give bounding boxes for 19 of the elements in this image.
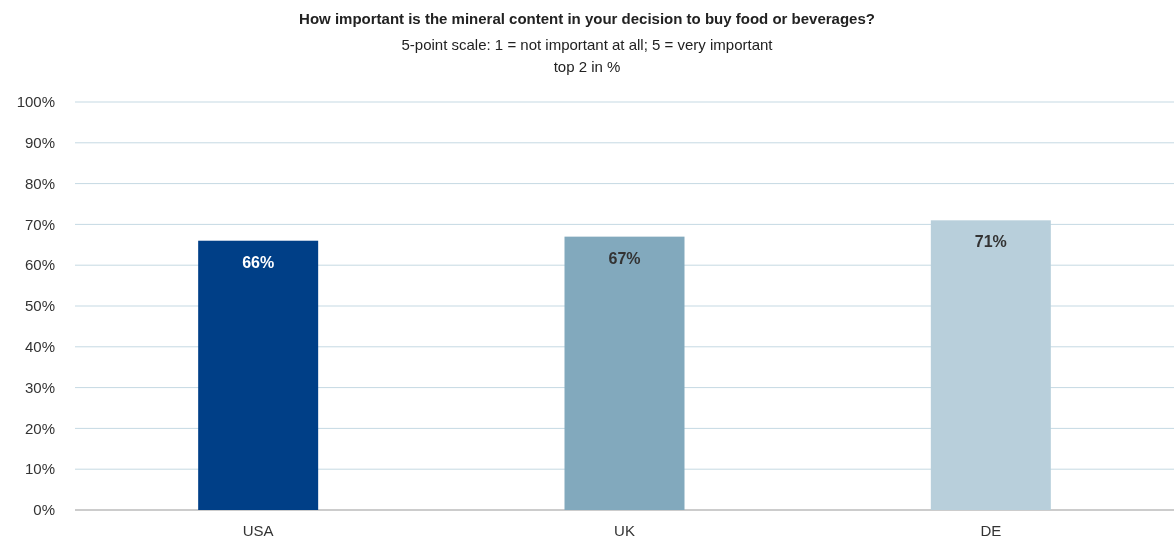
y-tick-label: 90%: [24, 134, 55, 152]
x-tick-label: DE: [980, 522, 1002, 539]
data-label: 71%: [974, 233, 1007, 251]
data-label: 67%: [608, 249, 641, 267]
y-tick-label: 10%: [24, 460, 55, 478]
y-tick-label: 20%: [24, 419, 55, 437]
x-tick-label: USA: [242, 522, 274, 539]
x-tick-label: UK: [614, 522, 635, 539]
data-label: 66%: [242, 253, 275, 271]
y-tick-label: 70%: [24, 215, 55, 233]
y-tick-label: 80%: [24, 174, 55, 192]
chart-subtitle: 5-point scale: 1 = not important at all; 5 = very important top 2 in %: [401, 36, 774, 75]
y-tick-label: 100%: [16, 93, 55, 111]
y-tick-label: 60%: [24, 256, 55, 274]
y-tick-label: 0%: [33, 501, 55, 519]
y-tick-label: 50%: [24, 297, 55, 315]
y-tick-label: 40%: [24, 338, 55, 356]
chart-title: How important is the mineral content in your decision to buy food or beverages?: [299, 10, 875, 27]
y-tick-label: 30%: [24, 378, 55, 396]
